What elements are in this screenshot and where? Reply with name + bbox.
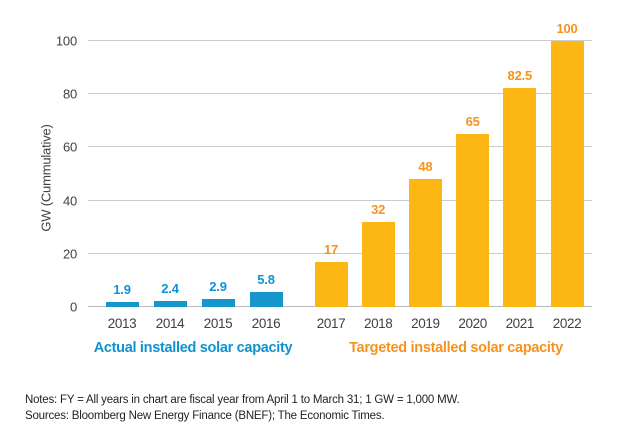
y-tick-100: 100 [55,33,77,49]
bar-2020 [456,134,490,307]
series-caption-targeted: Targeted installed solar capacity [349,340,563,356]
y-tick-40: 40 [62,193,77,209]
bar-2015 [201,299,235,307]
bar-2021 [503,87,537,307]
x-tick-2021: 2021 [505,316,535,331]
value-label-2015: 2.9 [209,279,227,295]
x-tick-2020: 2020 [458,316,487,331]
bar-2014 [153,300,187,307]
y-tick-80: 80 [62,86,77,102]
plot-area: Actual installed solar capacity Targeted… [56,21,592,356]
bar-2022 [550,41,584,307]
y-tick-60: 60 [62,139,77,155]
gridline-80 [88,93,592,95]
y-tick-20: 20 [62,246,77,262]
x-tick-2013: 2013 [107,316,137,331]
x-tick-2019: 2019 [411,316,440,331]
value-label-2013: 1.9 [113,281,131,297]
bar-2016 [249,291,283,307]
x-tick-2015: 2015 [203,316,233,331]
value-label-2014: 2.4 [161,280,179,296]
notes-line: Notes: FY = All years in chart are fisca… [25,394,460,406]
x-tick-2018: 2018 [363,316,393,331]
gridline-100 [88,40,592,41]
value-label-2020: 65 [465,114,480,130]
gridline-20 [88,252,592,254]
gridline-40 [88,199,592,201]
value-label-2017: 17 [323,241,339,257]
value-label-2022: 100 [556,21,578,36]
value-label-2021: 82.5 [507,67,533,83]
value-label-2016: 5.8 [257,271,275,287]
sources-line: Sources: Bloomberg New Energy Finance (B… [25,409,385,422]
x-tick-2016: 2016 [251,316,281,331]
x-tick-2017: 2017 [316,316,346,331]
bar-2013 [105,301,139,307]
bar-2019 [408,179,442,307]
x-tick-2022: 2022 [552,316,582,331]
y-axis-title: GW (Cummulative) [38,124,54,232]
bar-2017 [314,261,348,307]
series-caption-actual: Actual installed solar capacity [93,340,293,356]
value-label-2018: 32 [371,201,386,217]
gridline-60 [88,146,592,148]
x-tick-2014: 2014 [155,316,185,331]
y-tick-0: 0 [69,299,77,315]
chart-notes: Notes: FY = All years in chart are fisca… [25,393,460,424]
bar-2018 [361,221,395,307]
value-label-2019: 48 [418,159,433,175]
